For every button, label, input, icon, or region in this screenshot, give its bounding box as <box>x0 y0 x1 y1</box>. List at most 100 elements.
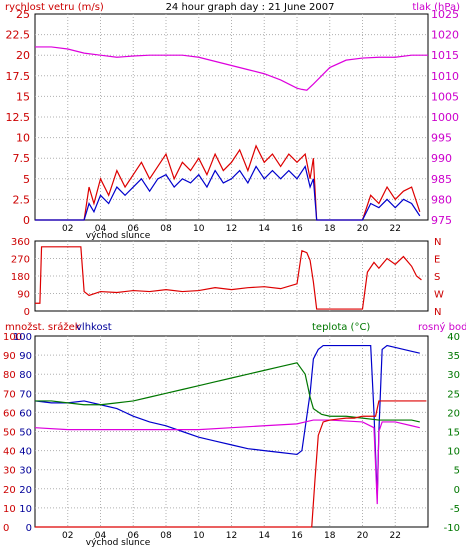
x-tick-label: 12 <box>226 224 237 234</box>
wind-speed-tick: 7.5 <box>13 152 31 165</box>
x-tick-label: 12 <box>226 531 237 541</box>
wind-speed-tick: 2.5 <box>13 193 31 206</box>
x-tick-label: 06 <box>128 531 140 541</box>
wind-speed-tick: 10 <box>16 132 30 145</box>
series-line-2 <box>34 419 420 505</box>
compass-tick: N <box>434 237 441 248</box>
direction-degree-tick: 90 <box>17 290 30 301</box>
humidity-tick: 30 <box>19 466 32 477</box>
wind-speed-tick: 15 <box>16 90 30 103</box>
humidity-tick: 90 <box>19 351 32 362</box>
x-tick-label: 18 <box>324 531 336 541</box>
sunrise-label-bottom: východ slunce <box>86 538 151 548</box>
temperature-tick: 30 <box>447 370 460 381</box>
humidity-tick: 40 <box>19 447 32 458</box>
x-tick-label: 18 <box>324 224 336 234</box>
rain-tick: 10 <box>3 504 16 515</box>
wind-speed-tick: 5 <box>23 173 30 186</box>
wind-direction-frame <box>34 240 429 312</box>
dewpoint-label: rosný bod <box>418 321 466 333</box>
humidity-tick: 10 <box>19 504 32 515</box>
rain-tick: 100 <box>3 332 22 343</box>
rain-tick: 0 <box>3 523 9 534</box>
wind-pressure-panel: 0 975 2.5 980 5 985 7.5 990 10 995 12.5 1000 15 1005 1… <box>6 8 460 234</box>
wind-speed-tick: 0 <box>23 214 30 227</box>
pressure-label: tlak (hPa) <box>412 2 460 13</box>
rain-tick: 30 <box>3 466 16 477</box>
x-tick-label: 10 <box>193 531 205 541</box>
pressure-tick: 1005 <box>431 90 459 103</box>
direction-degree-tick: 180 <box>11 272 30 283</box>
series-line-1 <box>35 362 420 423</box>
pressure-tick: 995 <box>431 132 452 145</box>
x-tick-label: 22 <box>390 224 401 234</box>
rain-tick: 80 <box>3 370 16 381</box>
x-tick-label: 08 <box>160 531 172 541</box>
wind-speed-tick: 12.5 <box>6 111 31 124</box>
compass-tick: S <box>434 272 440 283</box>
wind-speed-tick: 22.5 <box>6 29 31 42</box>
rain-label: množst. srážek <box>5 321 81 333</box>
wind-speed-tick: 17.5 <box>6 70 31 83</box>
x-tick-label: 06 <box>128 224 140 234</box>
pressure-tick: 1020 <box>431 29 459 42</box>
compass-tick: N <box>434 307 441 318</box>
wind-speed-label: rychlost vetru (m/s) <box>5 2 104 13</box>
x-tick-label: 14 <box>259 531 271 541</box>
humidity-tick: 60 <box>19 408 32 419</box>
rain-tick: 50 <box>3 428 16 439</box>
humidity-tick: 70 <box>19 389 32 400</box>
series-line-3 <box>35 400 427 528</box>
series-line-0 <box>35 46 428 91</box>
pressure-tick: 990 <box>431 152 452 165</box>
humidity-tick: 0 <box>26 523 32 534</box>
pressure-tick: 985 <box>431 173 452 186</box>
temperature-tick: 0 <box>454 485 460 496</box>
temperature-tick: 25 <box>447 389 460 400</box>
sunrise-label-top: východ slunce <box>86 231 151 241</box>
x-tick-label: 02 <box>62 531 73 541</box>
temperature-tick: 5 <box>454 466 460 477</box>
x-tick-label: 20 <box>357 224 369 234</box>
pressure-tick: 980 <box>431 193 452 206</box>
humidity-tick: 50 <box>19 428 32 439</box>
x-tick-label: 16 <box>291 224 303 234</box>
pressure-tick: 1015 <box>431 49 459 62</box>
humidity-label: vlhkost <box>76 322 112 333</box>
rain-tick: 60 <box>3 408 16 419</box>
humidity-tick: 80 <box>19 370 32 381</box>
temperature-label: teplota (°C) <box>312 322 370 333</box>
temperature-tick: 35 <box>447 351 460 362</box>
temperature-tick: 15 <box>447 428 460 439</box>
pressure-tick: 975 <box>431 214 452 227</box>
rain-tick: 40 <box>3 447 16 458</box>
temperature-tick: -10 <box>444 523 460 534</box>
x-tick-label: 20 <box>357 531 369 541</box>
x-tick-label: 08 <box>160 224 172 234</box>
compass-tick: W <box>434 290 444 301</box>
wind-speed-tick: 20 <box>16 49 30 62</box>
rain-tick: 90 <box>3 351 16 362</box>
compass-tick: E <box>434 255 440 266</box>
rain-tick: 70 <box>3 389 16 400</box>
direction-degree-tick: 360 <box>11 237 30 248</box>
x-tick-label: 16 <box>291 531 303 541</box>
temperature-tick: -5 <box>450 504 460 515</box>
x-tick-label: 22 <box>390 531 401 541</box>
pressure-tick: 1000 <box>431 111 459 124</box>
x-tick-label: 14 <box>259 224 271 234</box>
pressure-tick: 1010 <box>431 70 459 83</box>
wind-direction-panel: 0 N 90 W 180 S 270 E 360 N <box>11 237 444 318</box>
x-tick-label: 04 <box>95 224 107 234</box>
pressure-tick: 1025 <box>431 8 459 21</box>
series-line-2 <box>35 164 421 221</box>
series-line-1 <box>35 144 421 221</box>
x-tick-label: 02 <box>62 224 73 234</box>
rain-tick: 20 <box>3 485 16 496</box>
direction-degree-tick: 0 <box>24 307 30 318</box>
wind-speed-tick: 25 <box>16 8 30 21</box>
x-tick-label: 10 <box>193 224 205 234</box>
temperature-tick: 10 <box>447 447 460 458</box>
